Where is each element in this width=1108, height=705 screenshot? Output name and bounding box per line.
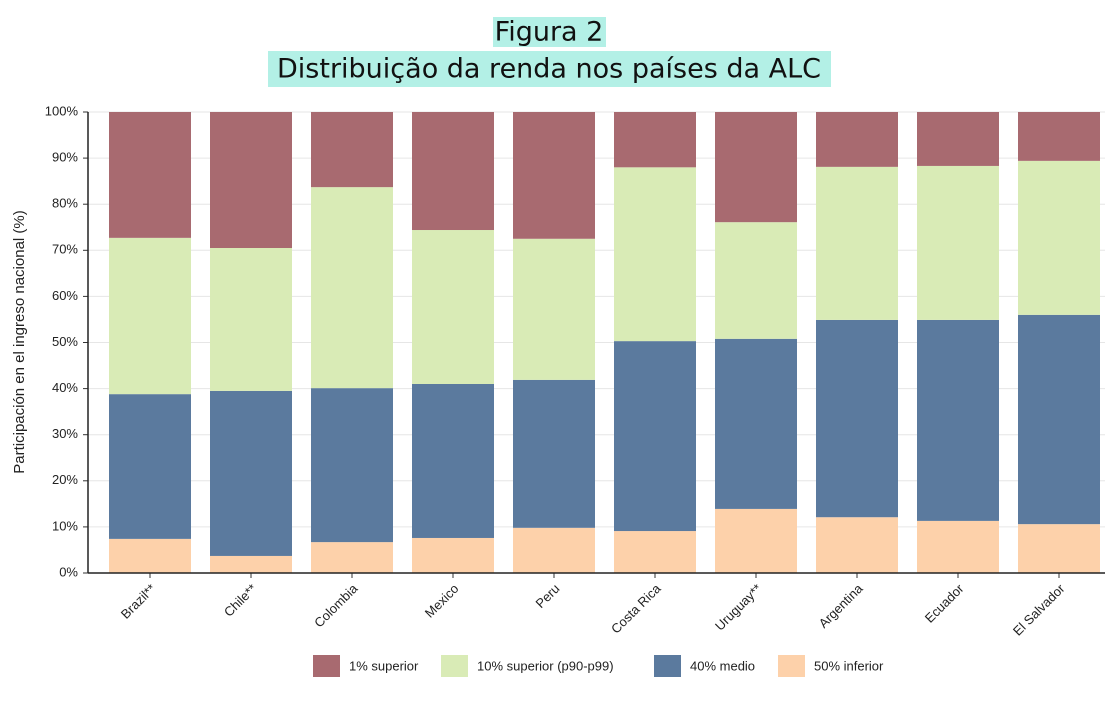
y-tick-label: 0% [59, 564, 78, 579]
bar-segment [412, 537, 494, 573]
bar-segment [412, 112, 494, 231]
bar-segment [109, 538, 191, 573]
bar-segment [614, 341, 696, 532]
x-tick-label: Peru [533, 581, 563, 611]
x-tick-label: Chile** [221, 581, 260, 620]
bar-segment [412, 383, 494, 538]
x-tick-label: Uruguay** [712, 581, 765, 634]
title-highlight [493, 17, 606, 47]
legend-swatch [654, 655, 681, 677]
bar-segment [917, 520, 999, 573]
legend-label: 1% superior [349, 658, 419, 673]
x-tick-label: Colombia [311, 580, 361, 630]
bar-segment [210, 112, 292, 248]
bar-segment [715, 338, 797, 509]
chart-title: Figura 2 [495, 17, 604, 48]
x-tick-label: Brazil** [118, 581, 159, 622]
bar-segment [210, 390, 292, 556]
bar-segment [513, 379, 595, 528]
bar-segment [715, 508, 797, 573]
bar-segment [109, 237, 191, 395]
bar-segment [311, 542, 393, 573]
bar-segment [210, 555, 292, 573]
bar-segment [816, 319, 898, 518]
bar-segment [917, 319, 999, 521]
y-tick-label: 90% [52, 150, 78, 165]
bar-segment [917, 165, 999, 320]
bar-segment [614, 531, 696, 573]
y-tick-label: 50% [52, 334, 78, 349]
bar-segment [311, 187, 393, 389]
x-tick-label: Costa Rica [608, 580, 664, 636]
y-tick-label: 30% [52, 426, 78, 441]
chart-subtitle: Distribuição da renda nos países da ALC [277, 54, 821, 85]
bar-segment [816, 166, 898, 320]
bar-segment [816, 112, 898, 167]
y-tick-label: 70% [52, 242, 78, 257]
x-tick-label: El Salvador [1010, 580, 1068, 638]
bar-segment [109, 394, 191, 539]
y-axis-label: Participación en el ingreso nacional (%) [11, 210, 28, 473]
bar-segment [1018, 524, 1100, 573]
bar-segment [311, 112, 393, 188]
bar-segment [715, 112, 797, 223]
bar-segment [311, 388, 393, 543]
bar-segment [1018, 160, 1100, 315]
bar-segment [513, 112, 595, 239]
bar-segment [210, 247, 292, 391]
bar-segment [816, 517, 898, 573]
legend-label: 10% superior (p90-p99) [477, 658, 614, 673]
y-tick-label: 40% [52, 380, 78, 395]
y-tick-label: 10% [52, 518, 78, 533]
legend-label: 40% medio [690, 658, 755, 673]
bar-segment [412, 230, 494, 384]
legend-label: 50% inferior [814, 658, 884, 673]
bar-segment [1018, 112, 1100, 161]
bar-segment [513, 238, 595, 380]
y-tick-label: 80% [52, 196, 78, 211]
x-tick-label: Mexico [422, 581, 462, 621]
legend-swatch [313, 655, 340, 677]
bar-segment [1018, 314, 1100, 525]
bar-segment [614, 167, 696, 342]
bar-segment [715, 222, 797, 339]
y-tick-label: 20% [52, 472, 78, 487]
legend-swatch [778, 655, 805, 677]
subtitle-highlight [268, 51, 831, 87]
bar-segment [614, 112, 696, 168]
bar-segment [917, 112, 999, 166]
y-tick-label: 100% [45, 103, 79, 118]
x-tick-label: Argentina [816, 580, 867, 631]
legend-swatch [441, 655, 468, 677]
bar-segment [109, 112, 191, 238]
bar-segment [513, 527, 595, 573]
y-tick-label: 60% [52, 288, 78, 303]
x-tick-label: Ecuador [922, 580, 967, 625]
